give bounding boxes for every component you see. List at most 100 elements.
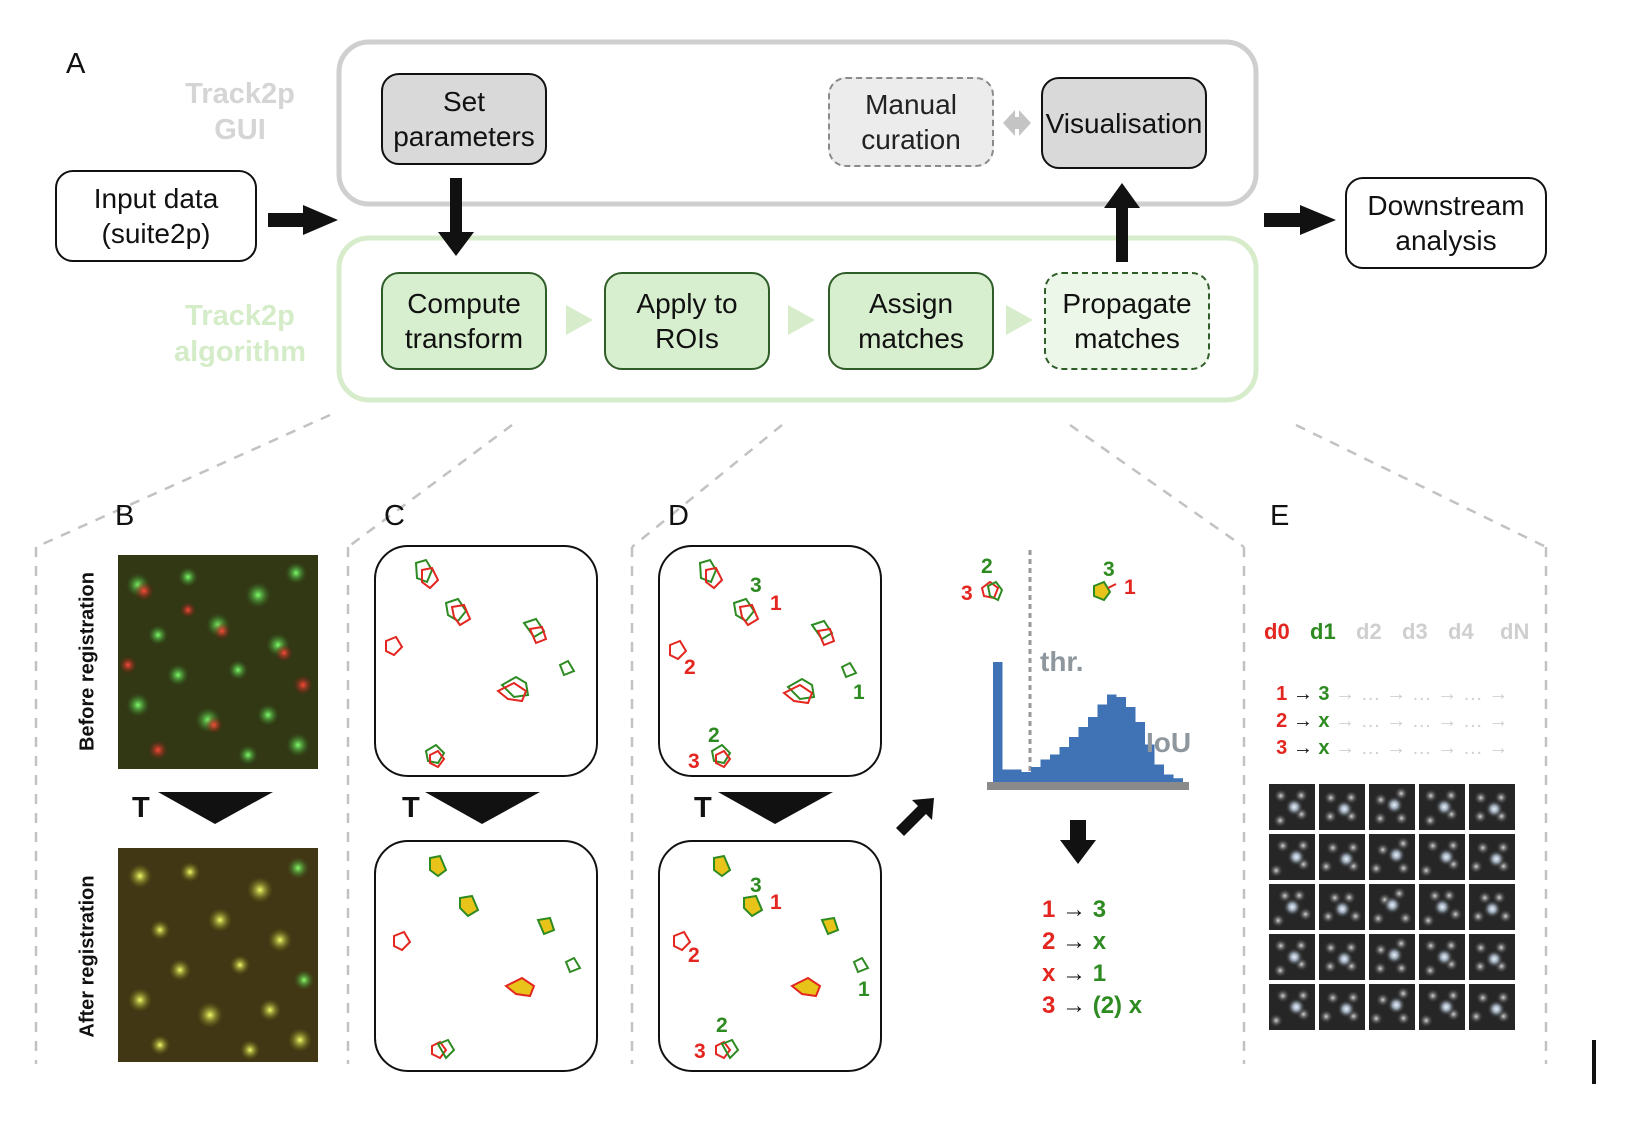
panel-label-d: D [668,500,689,532]
histogram-bar [1050,754,1060,782]
grid-tile [1369,984,1415,1030]
grid-tile [1369,934,1415,980]
histogram-bar [993,662,1003,782]
apply-to-rois-box: Apply to ROIs [604,272,770,370]
roi-contours-c-bottom [393,854,582,1060]
threshold-label: thr. [1040,646,1084,677]
panel-label-e: E [1270,500,1290,532]
example-label-green-2: 2 [981,555,993,578]
roi-contours-c-top [385,558,576,769]
match-row: 2 → x [1042,928,1107,955]
example-label-red-3: 3 [961,582,973,605]
transform-triangle-b [158,792,273,824]
day-label-d4: d4 [1448,619,1474,644]
grid-tile [1319,784,1365,830]
panel-label-c: C [384,500,405,532]
track-row: 1 → 3 → … → … → … → [1276,683,1509,705]
roi-contours-d-bottom [673,854,870,1060]
d-top-label-red-3: 3 [688,750,700,773]
algorithm-container [336,235,1259,403]
match-row: 3 → (2) x [1042,992,1143,1019]
track-row: 2 → x → … → … → … → [1276,710,1509,732]
histogram-bar [1069,737,1079,782]
grid-tile [1269,984,1315,1030]
iou-label: IoU [1146,727,1192,758]
d-bottom-label-red-3: 3 [694,1040,706,1063]
histogram-bar [1002,769,1012,782]
propagate-matches-box: Propagate matches [1044,272,1210,370]
params-down-arrow [438,178,474,256]
flow-chevron-2 [788,305,815,335]
example-rois [980,580,1117,602]
day-label-d0: d0 [1264,619,1290,644]
grid-tile [1469,984,1515,1030]
gui-label: Track2p GUI [185,78,295,146]
histogram-bar [1154,764,1164,782]
grid-tile [1319,934,1365,980]
downstream-analysis-box: Downstream analysis [1345,177,1547,269]
grid-tile [1269,834,1315,880]
histogram-bar [1012,769,1022,782]
d-top-label-green-2: 2 [708,724,720,747]
grid-tile [1269,784,1315,830]
d-bottom-label-green-3: 3 [750,874,762,897]
histogram-bar [1116,697,1126,782]
set-parameters-box: Set parameters [381,73,547,165]
grid-tile [1319,884,1365,930]
transform-triangle-c [425,792,540,824]
after-registration-image [118,848,318,1062]
transform-label-d: T [694,792,712,824]
panel-label-a: A [66,48,86,80]
visual-up-arrow [1104,183,1140,262]
after-registration-label: After registration [76,875,99,1038]
d-top-label-red-2: 2 [684,656,696,679]
d-bottom-label-red-2: 2 [688,944,700,967]
histogram-bar [1078,727,1088,782]
match-row: x → 1 [1042,960,1107,987]
track-row: 3 → x → … → … → … → [1276,737,1509,759]
day-label-d2: d2 [1356,619,1382,644]
histogram-bar [1031,767,1041,782]
after-cells [128,857,314,1060]
grid-tile [1469,884,1515,930]
input-data-box: Input data (suite2p) [55,170,257,262]
day-label-dN: dN [1500,619,1530,644]
histogram-bar [1164,774,1174,782]
algorithm-label: Track2p algorithm [173,300,307,368]
transform-label-c: T [402,792,420,824]
grid-tile [1419,984,1465,1030]
double-arrow-icon [1003,110,1031,136]
roi-contours-d-top [669,558,858,769]
grid-tile [1319,984,1365,1030]
grid-tile [1419,884,1465,930]
before-registration-label: Before registration [76,572,99,751]
roi-panel-d-bottom [658,840,882,1072]
tracked-cell-image-grid [1269,784,1515,1030]
histogram-bar [1097,704,1107,782]
example-label-green-3: 3 [1103,558,1115,581]
histogram-baseline [987,782,1189,790]
assign-matches-box: Assign matches [828,272,994,370]
d-top-label-green-1: 1 [853,681,865,704]
input-arrow [268,205,338,235]
d-top-label-green-3: 3 [750,574,762,597]
to-matches-arrow [1060,820,1096,864]
d-bottom-label-green-2: 2 [716,1014,728,1037]
grid-tile [1369,884,1415,930]
histogram-bar [1088,717,1098,782]
visualisation-box: Visualisation [1041,77,1207,169]
day-label-d3: d3 [1402,619,1428,644]
before-registration-image [118,555,318,769]
histogram-bar [1021,772,1031,782]
day-label-d1: d1 [1310,619,1336,644]
grid-tile [1419,784,1465,830]
histogram-bar [1135,722,1145,782]
roi-panel-d-top [658,545,882,777]
transform-triangle-d [718,792,833,824]
panel-label-b: B [115,500,135,532]
transform-label-b: T [132,792,150,824]
grid-tile [1369,784,1415,830]
to-histogram-arrow [896,798,934,836]
d-top-label-red-1: 1 [770,592,782,615]
